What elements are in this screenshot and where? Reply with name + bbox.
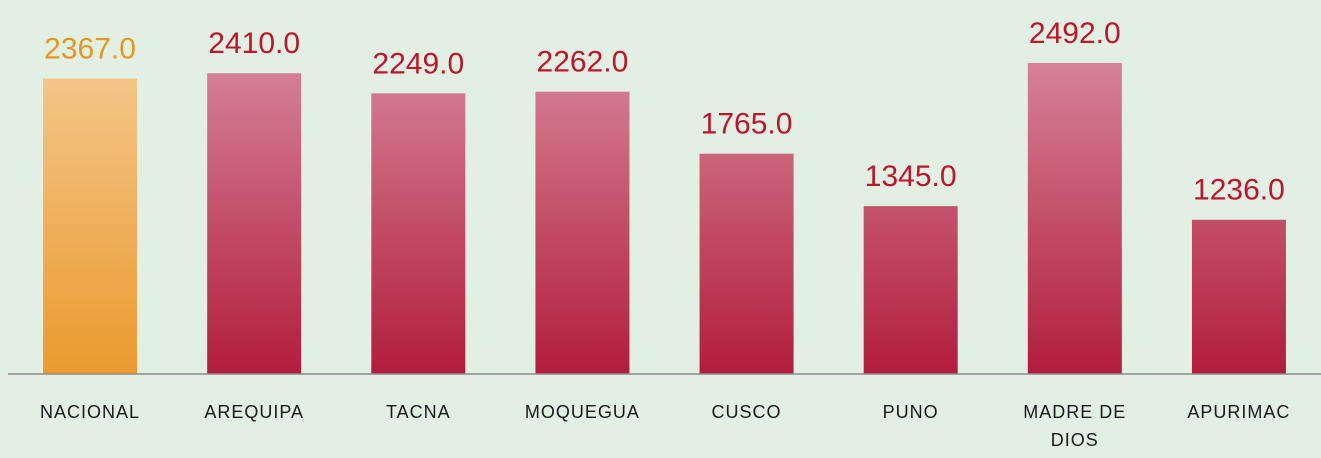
x-tick-label: NACIONAL bbox=[40, 402, 141, 422]
value-label: 2262.0 bbox=[537, 46, 629, 79]
value-label: 1236.0 bbox=[1193, 174, 1285, 207]
bar bbox=[1027, 63, 1122, 374]
x-tick-label: AREQUIPA bbox=[204, 402, 305, 422]
value-label: 1345.0 bbox=[865, 160, 957, 193]
x-tick-label: PUNO bbox=[882, 402, 939, 422]
value-label: 1765.0 bbox=[701, 108, 793, 141]
x-tick-label: TACNA bbox=[385, 402, 451, 422]
bar bbox=[535, 91, 630, 374]
value-label: 2492.0 bbox=[1029, 17, 1121, 50]
bar bbox=[1191, 219, 1286, 374]
value-label: 2367.0 bbox=[44, 33, 136, 66]
bar bbox=[863, 206, 958, 374]
x-tick-label: MOQUEGUA bbox=[524, 402, 640, 422]
bar bbox=[699, 153, 794, 374]
bar bbox=[207, 73, 302, 374]
x-tick-label: APURIMAC bbox=[1187, 402, 1291, 422]
value-label: 2410.0 bbox=[208, 27, 300, 60]
x-tick-label: MADRE DE DIOS bbox=[1023, 402, 1127, 450]
bar bbox=[371, 93, 466, 375]
value-label: 2249.0 bbox=[372, 47, 464, 80]
bar bbox=[43, 78, 138, 375]
x-tick-label: CUSCO bbox=[711, 402, 782, 422]
